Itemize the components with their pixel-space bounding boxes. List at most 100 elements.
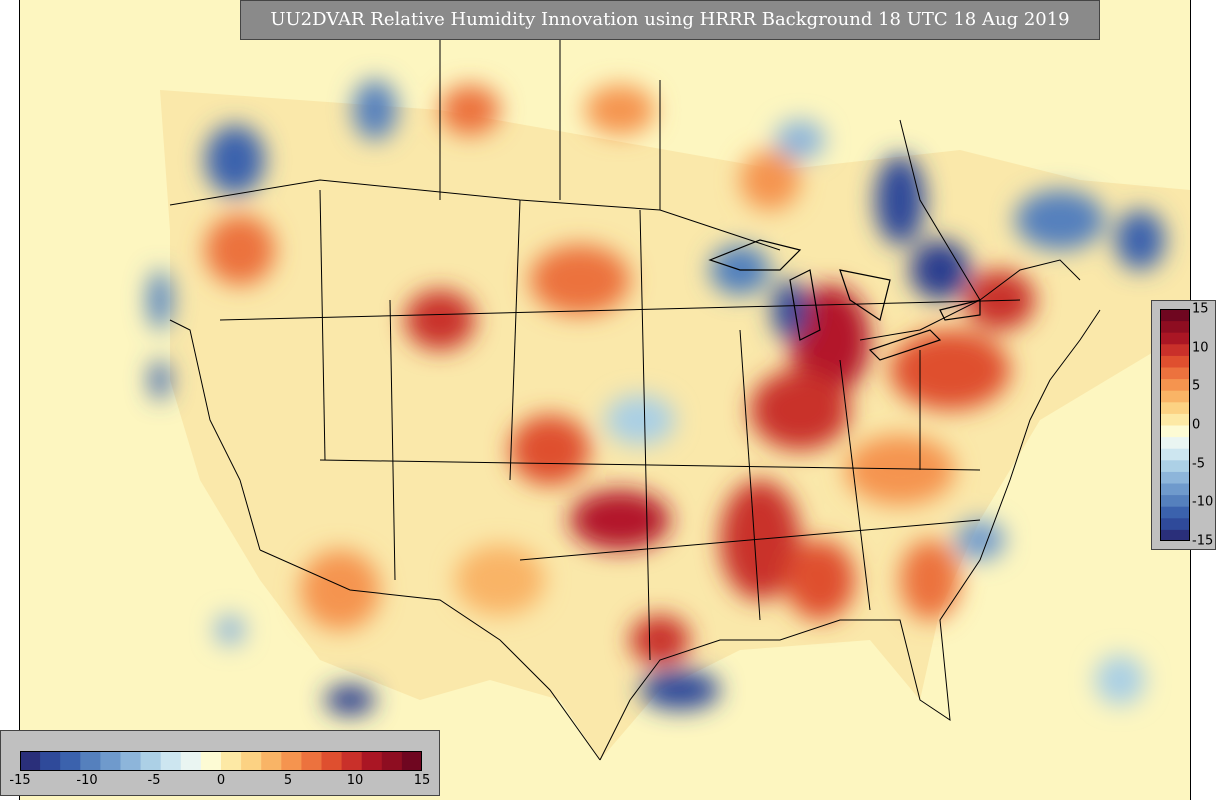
colorbar-swatch — [1160, 367, 1190, 380]
colorbar-swatch — [221, 751, 242, 771]
colorbar-swatch — [1160, 320, 1190, 333]
positive-anomaly — [845, 435, 955, 505]
state-line — [639, 209, 651, 661]
province-line — [899, 119, 981, 301]
map-boundaries — [169, 0, 1101, 761]
colorbar-frame — [1160, 309, 1190, 541]
negative-anomaly — [775, 120, 825, 160]
negative-anomaly — [1115, 210, 1165, 270]
colorbar-swatch — [1160, 425, 1190, 438]
positive-anomaly — [720, 480, 800, 600]
positive-anomaly — [630, 615, 690, 665]
colorbar-swatch — [1160, 309, 1190, 322]
map-title: UU2DVAR Relative Humidity Innovation usi… — [240, 0, 1100, 40]
colorbar-swatch — [140, 751, 162, 771]
negative-anomaly — [955, 520, 1005, 560]
negative-anomaly — [215, 615, 245, 645]
colorbar-swatch — [20, 751, 41, 771]
negative-anomaly — [605, 395, 675, 445]
colorbar-tick-label: 5 — [283, 773, 293, 788]
colorbar-tick-label: -5 — [147, 773, 161, 788]
lake-huron — [839, 269, 891, 321]
positive-anomaly — [750, 370, 850, 450]
bottom-colorbar: -15 -10 -5 0 5 10 15 — [0, 730, 440, 796]
state-line — [219, 299, 1021, 321]
humidity-map — [20, 0, 1190, 800]
colorbar-tick-label: 15 — [413, 773, 431, 788]
colorbar-swatch — [1160, 355, 1190, 368]
colorbar-swatch — [100, 751, 121, 771]
positive-anomaly — [510, 415, 590, 485]
colorbar-tick-label: 10 — [1192, 340, 1209, 356]
colorbar-swatch — [200, 751, 222, 771]
positive-anomaly — [900, 540, 960, 620]
state-line — [319, 189, 326, 461]
colorbar-swatch — [1160, 459, 1190, 472]
positive-anomaly — [585, 85, 655, 135]
state-line — [739, 329, 761, 621]
state-line — [319, 459, 981, 471]
lake-michigan — [789, 269, 821, 341]
bottom-colorbar-scale — [20, 751, 422, 771]
colorbar-swatch — [120, 751, 142, 771]
colorbar-tick-label: 0 — [1192, 417, 1201, 433]
right-colorbar: -15 -10 -5 0 5 10 15 — [1151, 300, 1216, 550]
colorbar-swatch — [1160, 471, 1190, 484]
colorbar-tick-label: -10 — [1192, 494, 1214, 510]
negative-anomaly — [148, 270, 172, 330]
colorbar-tick-label: 10 — [346, 773, 364, 788]
colorbar-tick-label: -15 — [1192, 533, 1214, 549]
colorbar-swatch — [341, 751, 363, 771]
colorbar-swatch — [1160, 517, 1190, 530]
colorbar-tick-label: 5 — [1192, 378, 1201, 394]
positive-anomaly — [405, 290, 475, 350]
colorbar-tick-label: 0 — [216, 773, 226, 788]
state-line — [389, 299, 396, 581]
colorbar-tick-label: -5 — [1192, 456, 1205, 472]
negative-anomaly — [325, 685, 375, 715]
lake-erie — [868, 329, 942, 361]
positive-anomaly — [740, 150, 800, 210]
negative-anomaly — [772, 280, 808, 340]
positive-anomaly — [530, 245, 630, 315]
colorbar-swatch — [321, 751, 343, 771]
colorbar-swatch — [1160, 343, 1190, 356]
colorbar-swatch — [1160, 448, 1190, 461]
state-line — [509, 199, 521, 481]
negative-anomaly — [205, 125, 265, 195]
lake-superior — [708, 239, 802, 271]
anomaly-field — [148, 80, 1165, 715]
positive-anomaly — [300, 550, 380, 630]
colorbar-swatch — [1160, 506, 1190, 519]
colorbar-swatch — [241, 751, 262, 771]
colorbar-swatch — [1160, 378, 1190, 391]
colorbar-swatch — [160, 751, 182, 771]
colorbar-tick-label: 15 — [1192, 301, 1209, 317]
state-line — [839, 359, 871, 611]
great-lakes — [708, 239, 981, 361]
colorbar-swatch — [401, 751, 422, 771]
colorbar-swatch — [1160, 494, 1190, 507]
colorbar-swatch — [180, 751, 202, 771]
negative-anomaly — [150, 360, 170, 400]
colorbar-tick-label: -15 — [9, 773, 31, 788]
positive-anomaly — [455, 545, 545, 615]
colorbar-swatch — [281, 751, 302, 771]
positive-anomaly — [790, 285, 870, 395]
negative-anomaly — [875, 155, 925, 245]
colorbar-swatch — [361, 751, 383, 771]
negative-anomaly — [910, 240, 970, 300]
colorbar-swatch — [1160, 401, 1190, 414]
negative-anomaly — [353, 80, 397, 140]
colorbar-swatch — [1160, 413, 1190, 426]
colorbar-swatch — [381, 751, 403, 771]
map-frame — [19, 0, 1191, 800]
colorbar-swatch — [1160, 436, 1190, 449]
gulf-and-east-coast — [599, 309, 1101, 761]
colorbar-frame — [20, 751, 422, 771]
colorbar-swatch — [301, 751, 322, 771]
us-canada-border-east — [859, 259, 1081, 341]
positive-anomaly — [785, 540, 855, 620]
west-coast — [169, 319, 261, 551]
colorbar-swatch — [1160, 332, 1190, 345]
